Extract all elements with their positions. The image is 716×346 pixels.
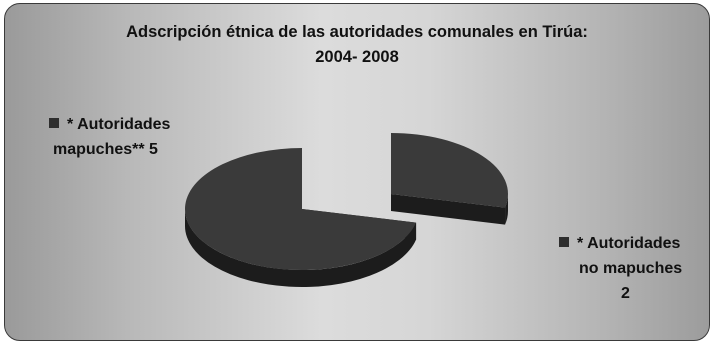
label-layer: * Autoridades mapuches** 5 * Autoridades no… — [49, 116, 682, 302]
chart-frame: Adscripción étnica de las autoridades co… — [4, 3, 710, 341]
legend-marker-0 — [49, 118, 59, 128]
chart-title: Adscripción étnica de las autoridades co… — [5, 20, 709, 70]
pie-slice-side-1 — [505, 194, 508, 225]
chart-title-line-2: 2004- 2008 — [315, 48, 399, 66]
slice-label-1-line-0: * Autoridades — [577, 235, 681, 252]
pie-slice-wall-1-1 — [391, 194, 506, 225]
slice-label-0-line-0: * Autoridades — [67, 116, 171, 133]
legend-marker-1 — [559, 237, 569, 247]
slice-label-1-line-1: no mapuches — [579, 260, 682, 277]
pie-layer — [185, 133, 508, 288]
pie-slice-top-0 — [185, 148, 417, 270]
slice-label-0: * Autoridades mapuches** 5 — [49, 116, 171, 158]
pie-slice-1 — [391, 133, 508, 225]
chart-title-line-1: Adscripción étnica de las autoridades co… — [126, 23, 588, 41]
slice-label-0-line-1: mapuches** 5 — [53, 141, 158, 158]
slice-label-1-line-2: 2 — [621, 285, 630, 302]
pie-chart: * Autoridades mapuches** 5 * Autoridades no… — [49, 116, 682, 302]
pie-slice-0 — [185, 148, 417, 288]
pie-slice-top-1 — [391, 133, 508, 208]
pie-slice-side-0 — [185, 209, 417, 288]
slice-label-1: * Autoridades no mapuches 2 — [559, 235, 682, 302]
